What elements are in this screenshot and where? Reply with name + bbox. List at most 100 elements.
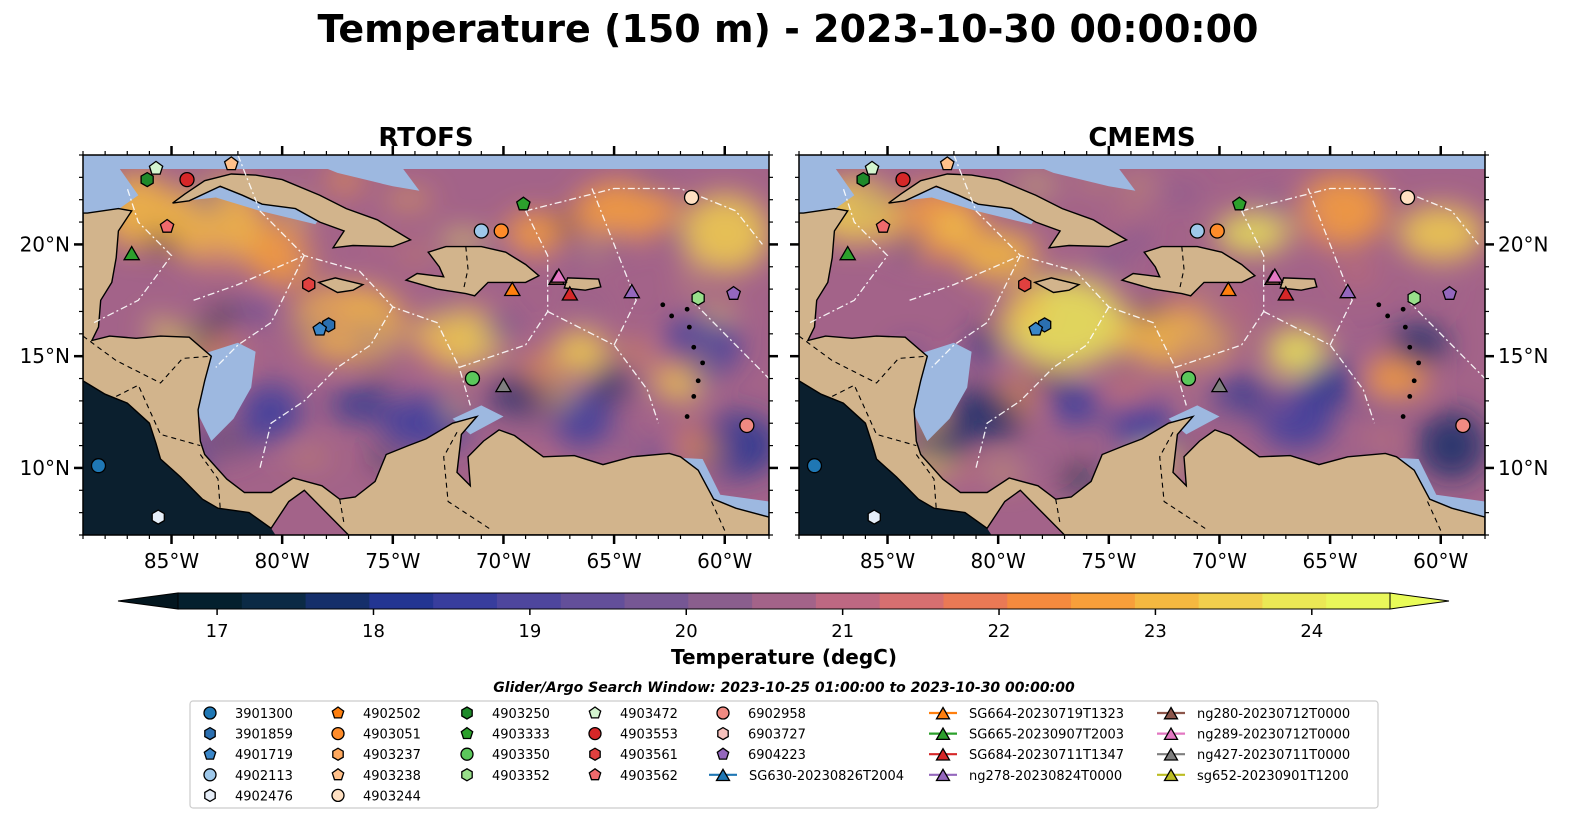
land-puerto-rico <box>563 277 602 291</box>
marker-ng289-20230712t0000 <box>1266 267 1284 283</box>
eez-boundaries <box>809 155 1485 469</box>
figure-title: Temperature (150 m) - 2023-10-30 00:00:0… <box>317 7 1258 51</box>
legend-label: SG664-20230719T1323 <box>969 707 1124 722</box>
land-jamaica <box>316 277 365 294</box>
legend-label: 4903562 <box>620 769 678 784</box>
marker-4902476 <box>151 509 165 525</box>
land-hispaniola <box>1120 245 1257 297</box>
legend-label: ng427-20230711T0000 <box>1197 748 1350 763</box>
legend-marker <box>588 706 602 719</box>
legend-label: 4903238 <box>363 769 421 784</box>
map-body-cmems <box>799 155 1485 535</box>
colorbar-swatch <box>943 593 1008 609</box>
colorbar-swatch <box>1326 593 1391 609</box>
land-cuba <box>172 173 413 249</box>
lat-tick-label: 15°N <box>20 344 70 368</box>
land-jamaica <box>1032 277 1081 294</box>
marker-4903352 <box>691 290 705 306</box>
legend-label: ng289-20230712T0000 <box>1197 728 1350 743</box>
land-cuba <box>888 173 1129 249</box>
marker-ng427-20230711t0000 <box>494 377 513 393</box>
marker-ng278-20230824t0000 <box>1339 283 1357 299</box>
land <box>799 173 1485 535</box>
marker-4903350 <box>464 370 481 387</box>
lat-tick-label: 20°N <box>1498 232 1548 256</box>
marker-4901719 <box>1028 321 1044 336</box>
marker-sg665-20230907t2003 <box>838 245 857 261</box>
colorbar-tick-label: 24 <box>1300 621 1323 642</box>
marker-4903350 <box>1180 370 1197 387</box>
pacific-ocean <box>83 380 276 535</box>
pacific-ocean <box>799 380 992 535</box>
lesser-antilles <box>1376 302 1422 419</box>
legend-marker <box>588 767 602 781</box>
colorbar-swatch <box>433 593 498 609</box>
colorbar-label: Temperature (degC) <box>671 645 897 669</box>
legend-marker <box>204 726 216 741</box>
marker-4902113 <box>473 223 489 239</box>
lon-tick-label: 75°W <box>365 549 420 573</box>
lat-tick-label: 10°N <box>20 456 70 480</box>
legend-marker <box>1163 768 1179 782</box>
colorbar-swatch <box>688 593 753 609</box>
land-central-america <box>799 207 1485 535</box>
colorbar-swatch <box>369 593 434 609</box>
colorbar-tick-label: 17 <box>206 621 229 642</box>
legend-label: 4903333 <box>492 728 550 743</box>
legend-marker <box>332 747 344 761</box>
marker-sg684-20230711t1347 <box>1277 285 1295 301</box>
legend-label: SG665-20230907T2003 <box>969 728 1124 743</box>
marker-4903250 <box>856 171 870 188</box>
marker-3901300 <box>806 458 823 474</box>
lesser-antilles <box>660 302 706 419</box>
marker-ng427-20230711t0000 <box>1210 377 1229 393</box>
lat-tick-label: 15°N <box>1498 344 1548 368</box>
legend-marker <box>1163 706 1179 720</box>
legend-marker <box>935 726 951 741</box>
colorbar-swatch <box>815 593 881 609</box>
legend-marker <box>203 706 217 720</box>
marker-4903244 <box>683 189 700 206</box>
colorbar-swatch <box>1007 593 1072 609</box>
marker-4903238 <box>939 156 955 171</box>
lon-tick-label: 65°W <box>1302 549 1357 573</box>
legend-label: 6902958 <box>748 707 806 722</box>
lon-tick-label: 70°W <box>1192 549 1247 573</box>
colorbar-tick-label: 22 <box>988 621 1011 642</box>
marker-6904223 <box>726 285 742 300</box>
platform-markers <box>806 156 1471 525</box>
legend-label: 3901859 <box>235 728 293 743</box>
land-puerto-rico <box>1279 277 1318 291</box>
map-body-rtofs <box>83 155 769 535</box>
map-panel-rtofs: 85°W 80°W 75°W 70°W 65°W 60°W 10°N 15°N 20°N <box>20 146 778 573</box>
marker-3901300 <box>90 458 107 474</box>
country-borders <box>83 246 726 531</box>
legend-label: 4902502 <box>363 707 421 722</box>
colorbar-swatch <box>1071 593 1136 609</box>
panel-title-rtofs: RTOFS <box>378 123 473 153</box>
lon-tick-label: 80°W <box>971 549 1026 573</box>
colorbar-swatch <box>560 593 626 609</box>
marker-4902113 <box>1189 223 1205 239</box>
colorbar-tick-label: 23 <box>1144 621 1167 642</box>
legend-label: 4903553 <box>620 728 678 743</box>
legend-marker <box>460 726 474 740</box>
legend-marker <box>331 726 345 741</box>
lon-tick-label: 60°W <box>697 549 752 573</box>
marker-4901719 <box>312 321 328 336</box>
land <box>83 173 769 535</box>
marker-sg665-20230907t2003 <box>122 245 141 261</box>
legend-label: 4903561 <box>620 748 678 763</box>
marker-6902958 <box>739 417 755 434</box>
gulf-shelf-north <box>799 155 1485 169</box>
lon-tick-label: 80°W <box>255 549 310 573</box>
marker-4903561 <box>1018 276 1032 293</box>
colorbar-swatch <box>305 593 370 609</box>
legend-label: SG630-20230826T2004 <box>749 769 904 784</box>
legend-marker <box>460 747 474 761</box>
marker-sg664-20230719t1323 <box>503 281 522 297</box>
marker-4903352 <box>1407 290 1421 306</box>
country-borders <box>799 246 1442 531</box>
marker-ng278-20230824t0000 <box>623 283 641 299</box>
